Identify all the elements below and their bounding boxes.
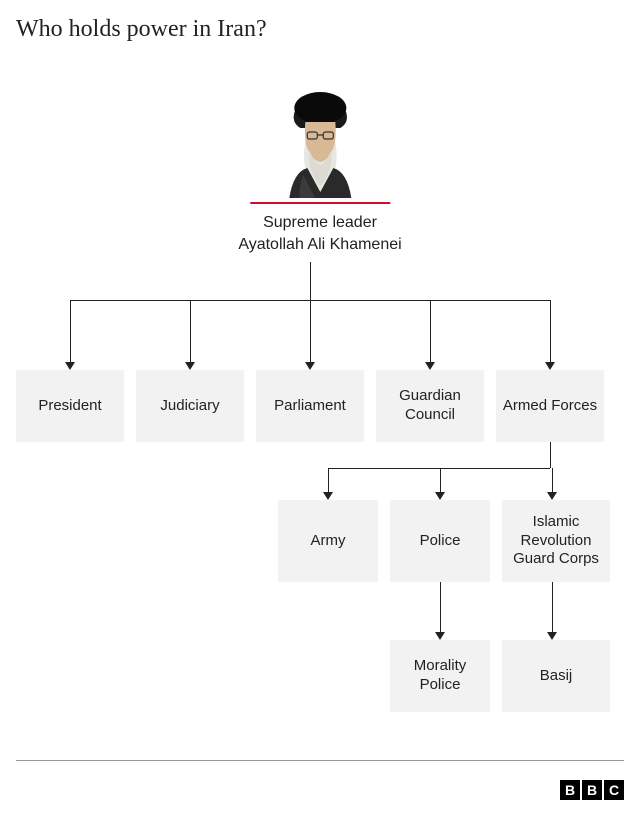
supreme-leader-block: Supreme leader Ayatollah Ali Khamenei	[238, 80, 401, 255]
arrowhead	[547, 492, 557, 500]
org-box-r1-3: Guardian Council	[376, 370, 484, 442]
footer-divider	[16, 760, 624, 761]
bbc-logo-letter: C	[604, 780, 624, 800]
arrowhead	[435, 492, 445, 500]
arrowhead	[545, 362, 555, 370]
org-box-r3-0: Morality Police	[390, 640, 490, 712]
chart-title: Who holds power in Iran?	[16, 16, 624, 43]
leader-name: Ayatollah Ali Khamenei	[238, 234, 401, 256]
arrowhead	[323, 492, 333, 500]
connector-line	[552, 468, 553, 492]
leader-underline	[250, 202, 390, 204]
connector-line	[550, 442, 551, 468]
org-box-r1-4: Armed Forces	[496, 370, 604, 442]
connector-line	[310, 262, 311, 300]
leader-role: Supreme leader	[238, 212, 401, 234]
org-box-r2-0: Army	[278, 500, 378, 582]
connector-line	[440, 582, 441, 632]
org-box-r2-1: Police	[390, 500, 490, 582]
connector-line	[190, 300, 191, 362]
connector-line	[328, 468, 329, 492]
connector-line	[552, 582, 553, 632]
arrowhead	[185, 362, 195, 370]
org-box-r1-0: President	[16, 370, 124, 442]
bbc-logo-letter: B	[582, 780, 602, 800]
org-box-r3-1: Basij	[502, 640, 610, 712]
org-box-r2-2: Islamic Revolution Guard Corps	[502, 500, 610, 582]
bbc-logo-letter: B	[560, 780, 580, 800]
org-box-r1-2: Parliament	[256, 370, 364, 442]
arrowhead	[305, 362, 315, 370]
arrowhead	[65, 362, 75, 370]
connector-line	[550, 300, 551, 362]
connector-line	[70, 300, 71, 362]
connector-line	[310, 300, 311, 362]
connector-line	[440, 468, 441, 492]
leader-portrait	[265, 80, 375, 200]
connector-line	[430, 300, 431, 362]
arrowhead	[425, 362, 435, 370]
org-box-r1-1: Judiciary	[136, 370, 244, 442]
bbc-logo: B B C	[560, 780, 624, 800]
arrowhead	[547, 632, 557, 640]
arrowhead	[435, 632, 445, 640]
